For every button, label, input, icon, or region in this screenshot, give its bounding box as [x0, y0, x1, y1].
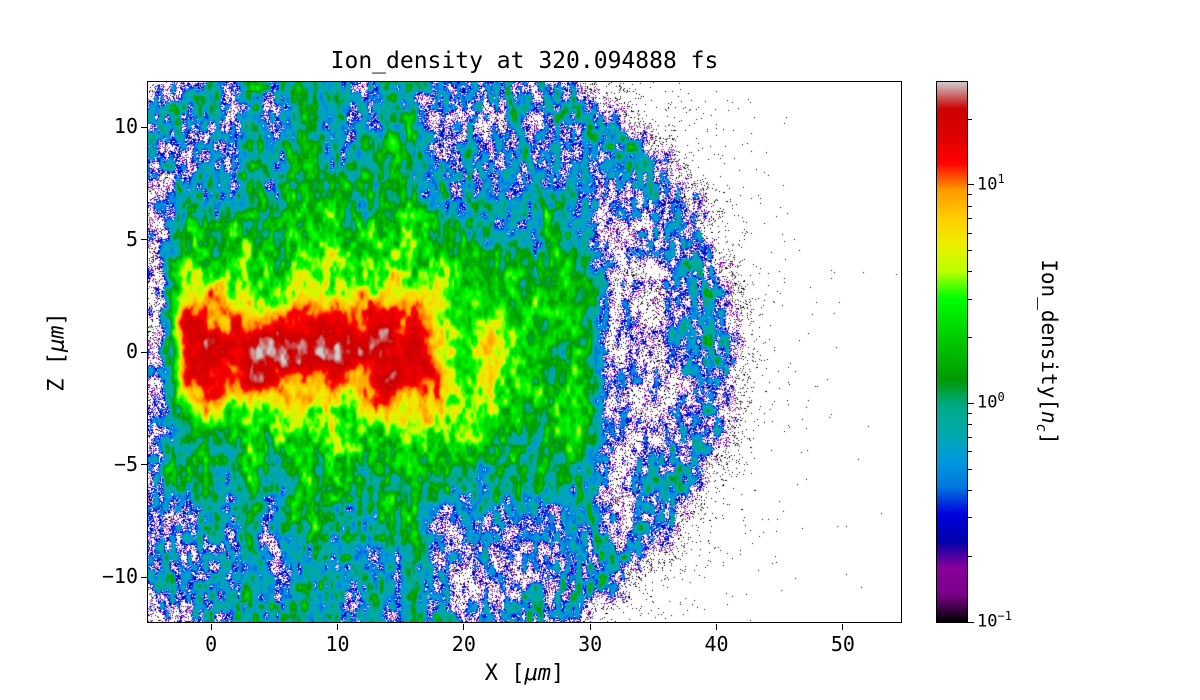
- y-tick-label: 0: [125, 339, 138, 363]
- colorbar-gradient: [937, 82, 967, 622]
- colorbar-minor-tick-mark: [968, 337, 972, 339]
- colorbar-tick-exponent: 1: [997, 171, 1005, 186]
- x-axis-label-prefix: X [: [484, 661, 525, 686]
- x-tick-label: 10: [325, 632, 350, 656]
- x-tick-label: 40: [704, 632, 729, 656]
- colorbar-minor-tick-mark: [968, 468, 972, 470]
- colorbar-minor-tick-mark: [968, 205, 972, 207]
- colorbar-minor-tick-mark: [968, 271, 972, 273]
- colorbar-minor-tick-mark: [968, 194, 972, 196]
- colorbar-label-prefix: Ion_density[: [1037, 259, 1062, 411]
- x-tick-label: 0: [205, 632, 218, 656]
- x-tick-mark: [463, 624, 465, 630]
- x-tick-label: 50: [830, 632, 855, 656]
- y-tick-mark: [141, 126, 147, 128]
- colorbar-minor-tick-mark: [968, 118, 972, 120]
- colorbar-tick-mark: [968, 402, 974, 404]
- colorbar-tick-base: 10: [977, 393, 998, 414]
- colorbar-tick-label: 101: [977, 172, 1005, 195]
- colorbar-minor-tick-mark: [968, 412, 972, 414]
- y-tick-label: −10: [101, 564, 138, 588]
- colorbar-tick-exponent: −1: [997, 609, 1012, 623]
- x-axis-label: X [μm]: [148, 661, 901, 686]
- colorbar-tick-exponent: 0: [997, 390, 1005, 405]
- colorbar-minor-tick-mark: [968, 489, 972, 491]
- colorbar-minor-tick-mark: [968, 232, 972, 234]
- colorbar-tick-mark: [968, 621, 974, 623]
- colorbar-label-subscript: c: [1032, 423, 1049, 433]
- x-tick-mark: [842, 624, 844, 630]
- y-axis-label-suffix: ]: [44, 312, 70, 326]
- y-tick-mark: [141, 351, 147, 353]
- colorbar-tick-label: 100: [977, 390, 1005, 413]
- colorbar-tick-base: 10: [977, 174, 998, 195]
- x-axis-label-suffix: ]: [551, 661, 565, 686]
- y-tick-label: −5: [113, 451, 138, 476]
- x-tick-mark: [210, 624, 212, 630]
- colorbar-label-symbol: n: [1037, 410, 1062, 424]
- chart-title: Ion_density at 320.094888 fs: [330, 48, 719, 74]
- colorbar-tick-base: 10: [977, 611, 998, 632]
- colorbar-minor-tick-mark: [968, 555, 972, 557]
- x-tick-mark: [716, 624, 718, 630]
- y-tick-label: 10: [113, 114, 138, 138]
- y-tick-mark: [141, 239, 147, 240]
- colorbar-minor-tick-mark: [968, 218, 972, 220]
- y-tick-mark: [141, 576, 147, 578]
- heatmap-canvas: [148, 82, 901, 622]
- colorbar-minor-tick-mark: [968, 424, 972, 426]
- colorbar-label-suffix: ]: [1037, 432, 1062, 445]
- colorbar-tick-label: 10−1: [977, 609, 1012, 632]
- colorbar-tick-mark: [968, 184, 974, 186]
- colorbar-minor-tick-mark: [968, 436, 972, 438]
- y-tick-mark: [141, 464, 147, 465]
- x-tick-label: 30: [578, 632, 603, 656]
- y-tick-label: 5: [125, 226, 138, 251]
- x-tick-mark: [589, 624, 591, 630]
- colorbar-minor-tick-mark: [968, 250, 972, 252]
- colorbar-minor-tick-mark: [968, 451, 972, 453]
- x-axis-label-unit: μm: [524, 661, 552, 686]
- x-tick-label: 20: [451, 632, 476, 656]
- x-tick-mark: [337, 624, 338, 630]
- colorbar-minor-tick-mark: [968, 298, 972, 300]
- colorbar-minor-tick-mark: [968, 517, 972, 519]
- colorbar-label: Ion_density[nc]: [1033, 259, 1061, 444]
